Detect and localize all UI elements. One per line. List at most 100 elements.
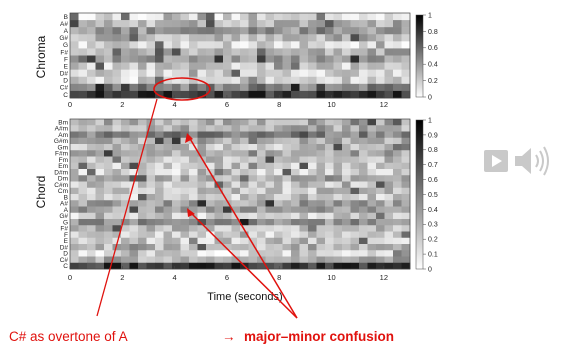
heatmap-cell (333, 156, 343, 164)
heatmap-cell (401, 144, 411, 151)
heatmap-cell (146, 200, 156, 207)
play-icon[interactable] (484, 150, 508, 172)
heatmap-cell (240, 150, 249, 157)
heatmap-cell (308, 212, 317, 220)
heatmap-cell (223, 250, 232, 257)
heatmap-cell (299, 262, 309, 270)
heatmap-cell (138, 237, 147, 245)
heatmap-cell (121, 20, 130, 28)
heatmap-cell (384, 206, 394, 214)
heatmap-cell (121, 175, 130, 182)
heatmap-cell (155, 69, 164, 78)
heatmap-cell (282, 169, 292, 176)
heatmap-cell (308, 125, 317, 132)
heatmap-cell (129, 83, 139, 92)
heatmap-cell (274, 131, 283, 139)
heatmap-cell (291, 20, 300, 28)
heatmap-cell (87, 231, 96, 239)
heatmap-cell (401, 156, 411, 164)
heatmap-cell (138, 250, 147, 257)
heatmap-cell (172, 62, 181, 70)
heatmap-cell (78, 144, 88, 151)
heatmap-cell (112, 219, 122, 226)
heatmap-cell (299, 20, 309, 28)
heatmap-cell (308, 137, 317, 145)
heatmap-cell (206, 156, 215, 164)
heatmap-cell (359, 250, 368, 257)
heatmap-cell (248, 144, 258, 151)
heatmap-cell (248, 262, 258, 270)
heatmap-cell (129, 34, 139, 42)
heatmap-cell (350, 175, 360, 182)
heatmap-cell (231, 125, 241, 132)
heatmap-cell (172, 231, 181, 239)
y-tick-label: F (64, 56, 68, 63)
heatmap-cell (342, 162, 351, 170)
heatmap-cell (197, 48, 207, 56)
heatmap-cell (95, 131, 105, 139)
heatmap-cell (104, 237, 113, 245)
heatmap-cell (401, 62, 411, 70)
heatmap-cell (299, 41, 309, 49)
heatmap-cell (376, 119, 385, 126)
heatmap-cell (231, 41, 241, 49)
y-tick-label: C# (60, 257, 69, 264)
heatmap-cell (223, 41, 232, 49)
heatmap-cell (248, 119, 258, 126)
heatmap-cell (342, 150, 351, 157)
heatmap-cell (325, 48, 334, 56)
heatmap-cell (308, 187, 317, 195)
heatmap-cell (95, 169, 105, 176)
heatmap-cell (206, 55, 215, 63)
heatmap-cell (138, 83, 147, 92)
heatmap-cell (308, 34, 317, 42)
heatmap-cell (155, 225, 164, 232)
heatmap-cell (342, 62, 351, 70)
heatmap-cell (401, 169, 411, 176)
heatmap-cell (376, 175, 385, 182)
heatmap-cell (359, 76, 368, 85)
heatmap-cell (78, 194, 88, 201)
heatmap-cell (197, 125, 207, 132)
heatmap-cell (308, 55, 317, 63)
heatmap-cell (146, 175, 156, 182)
heatmap-cell (163, 62, 173, 70)
heatmap-cell (274, 34, 283, 42)
heatmap-cell (95, 156, 105, 164)
heatmap-cell (376, 150, 385, 157)
heatmap-cell (163, 150, 173, 157)
heatmap-cell (155, 175, 164, 182)
heatmap-cell (384, 162, 394, 170)
heatmap-cell (240, 231, 249, 239)
colorbar-tick-label: 0.2 (428, 78, 438, 85)
heatmap-cell (240, 119, 249, 126)
heatmap-cell (367, 219, 377, 226)
heatmap-cell (248, 256, 258, 264)
heatmap-cell (87, 175, 96, 182)
heatmap-cell (265, 20, 275, 28)
heatmap-cell (291, 137, 300, 145)
heatmap-cell (240, 256, 249, 264)
heatmap-cell (257, 219, 266, 226)
heatmap-cell (163, 34, 173, 42)
heatmap-cell (104, 156, 113, 164)
heatmap-cell (248, 41, 258, 49)
heatmap-cell (384, 62, 394, 70)
heatmap-cell (214, 125, 224, 132)
heatmap-cell (155, 156, 164, 164)
heatmap-cell (325, 76, 334, 85)
colorbar-tick-label: 0.2 (428, 237, 438, 244)
heatmap-cell (393, 212, 402, 220)
heatmap-cell (248, 48, 258, 56)
heatmap-cell (257, 225, 266, 232)
heatmap-cell (367, 169, 377, 176)
heatmap-cell (95, 150, 105, 157)
heatmap-cell (78, 181, 88, 189)
heatmap-cell (359, 13, 368, 21)
speaker-icon[interactable] (513, 142, 553, 180)
heatmap-cell (163, 206, 173, 214)
heatmap-cell (367, 231, 377, 239)
heatmap-cell (350, 48, 360, 56)
heatmap-cell (112, 90, 122, 99)
heatmap-cell (163, 219, 173, 226)
